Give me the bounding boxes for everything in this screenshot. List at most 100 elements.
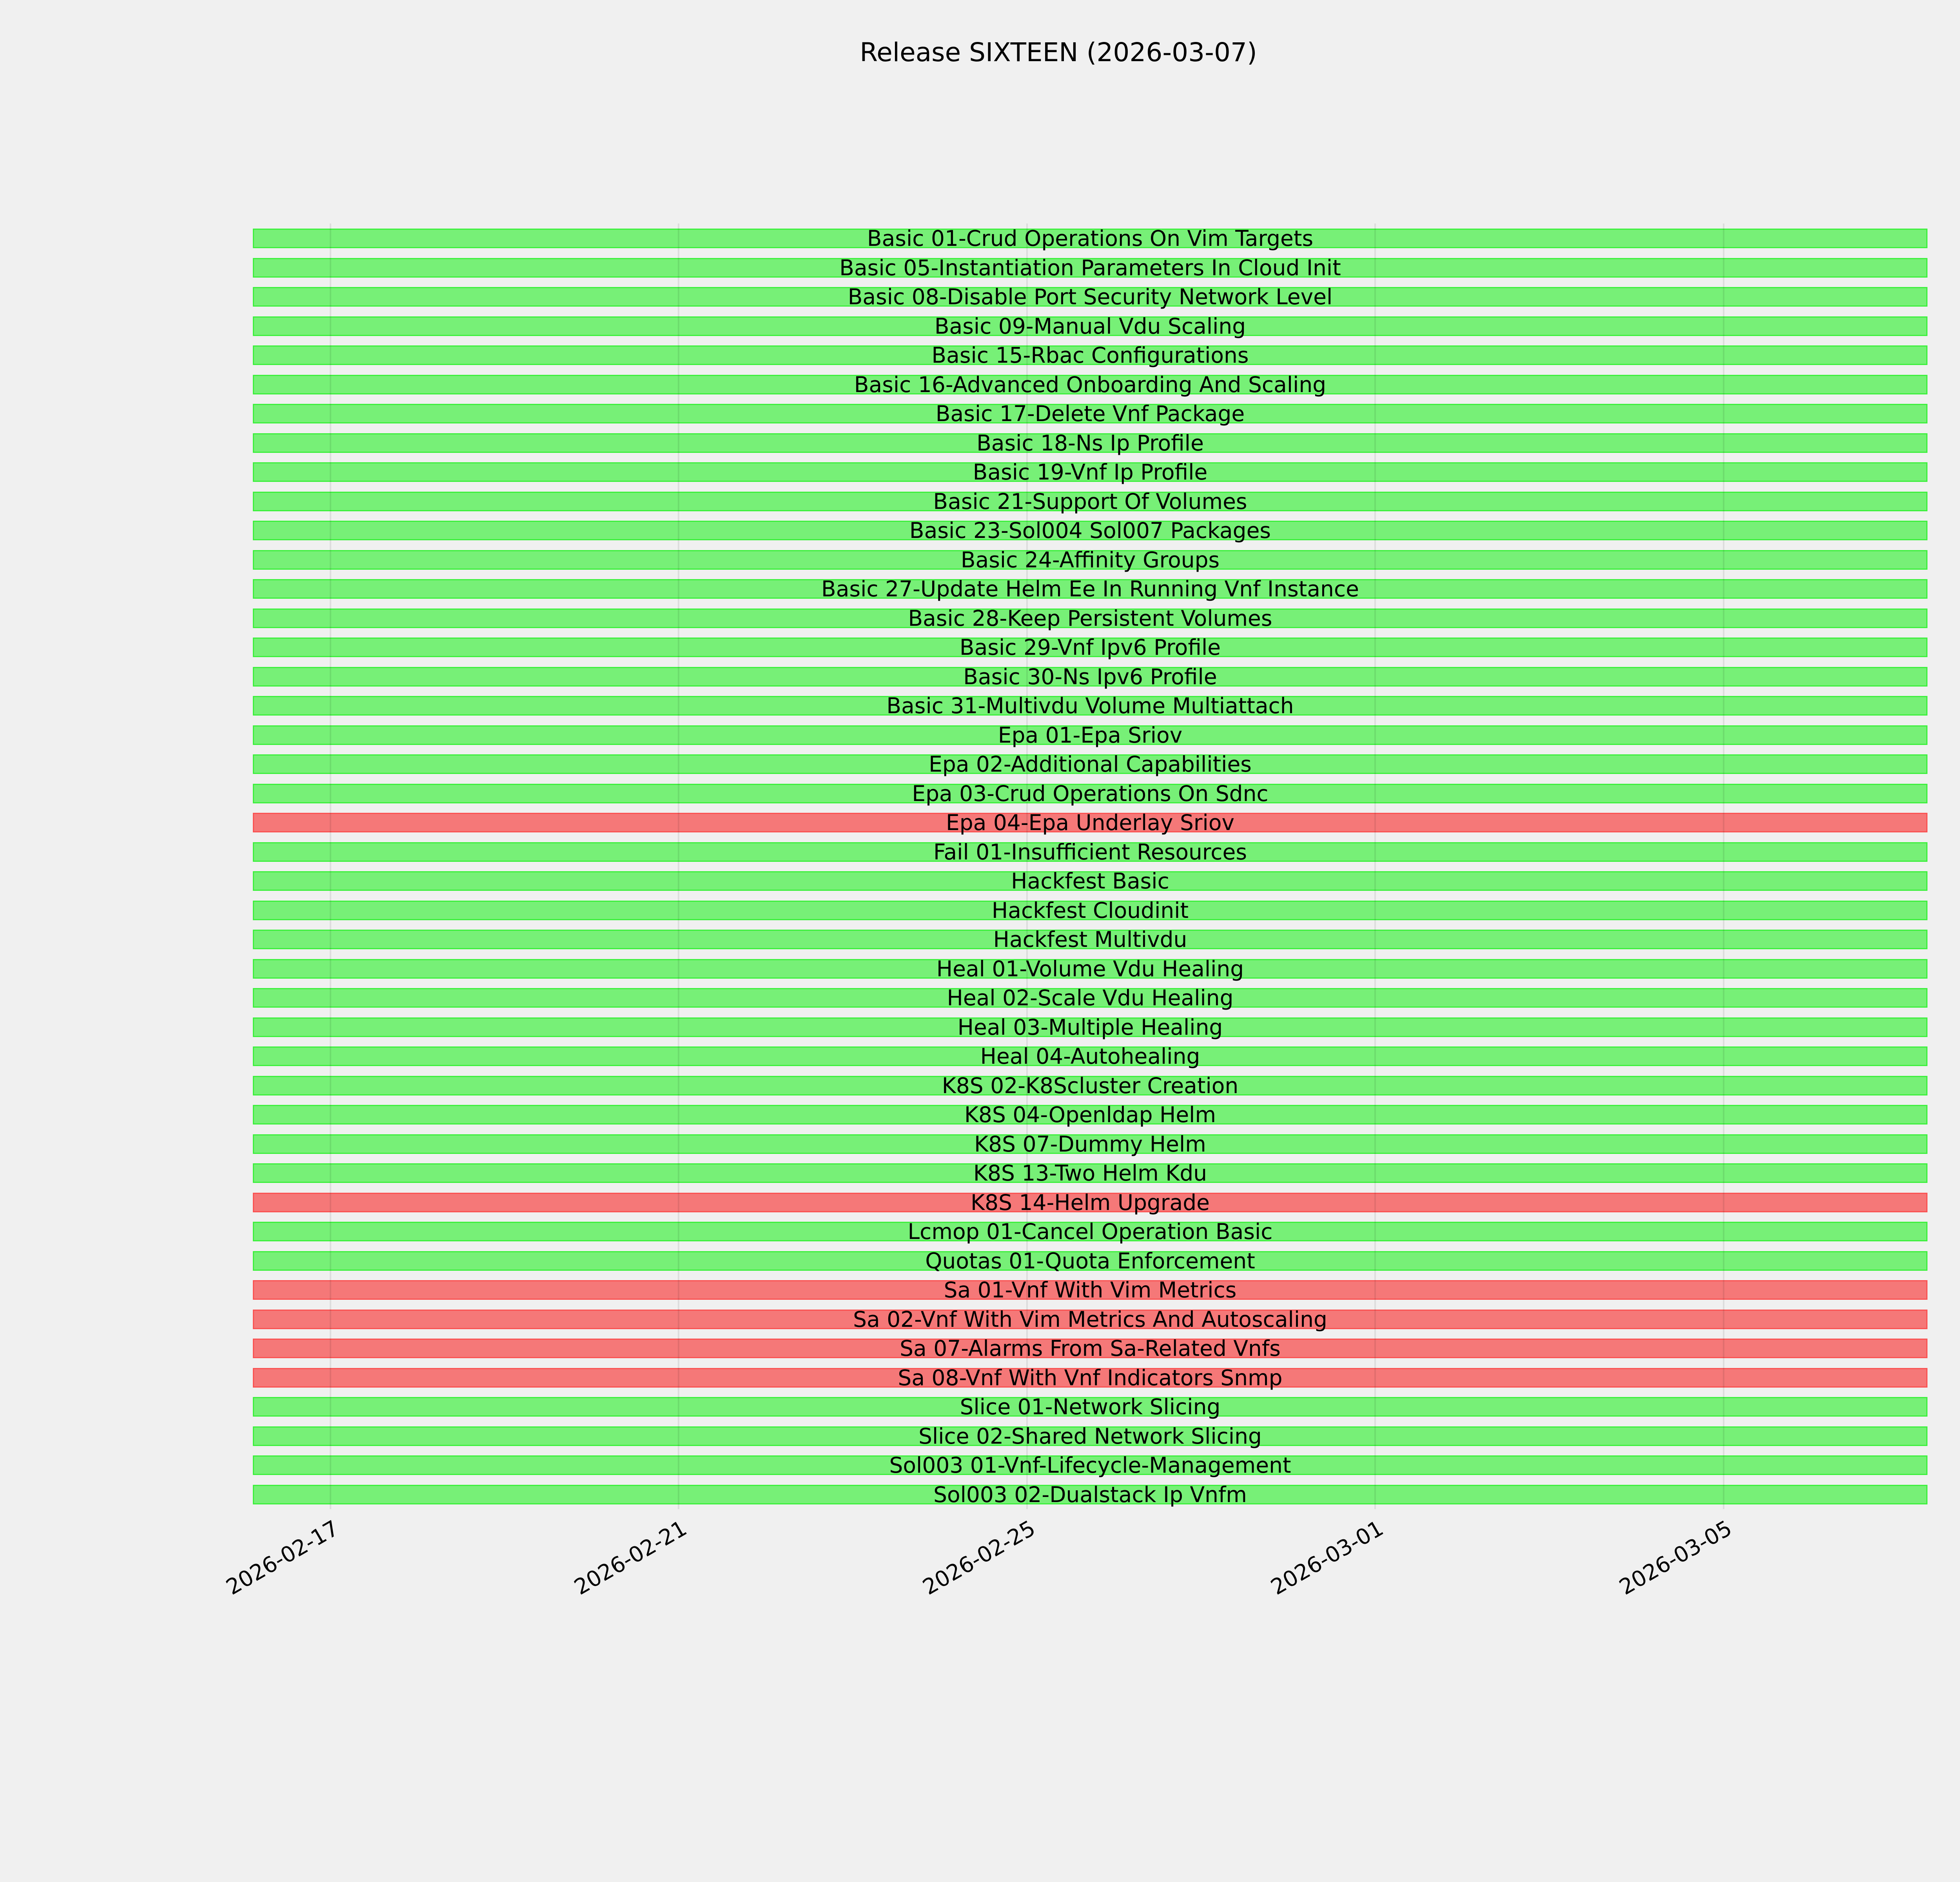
bar-label: Sol003 01-Vnf-Lifecycle-Management (889, 1453, 1291, 1478)
gantt-bar: K8S 04-Openldap Helm (253, 1102, 1927, 1127)
gantt-bar: Hackfest Multivdu (253, 927, 1927, 952)
bar-label: Basic 23-Sol004 Sol007 Packages (909, 518, 1271, 543)
gantt-bar: Heal 02-Scale Vdu Healing (253, 985, 1927, 1010)
bar-label: Sa 02-Vnf With Vim Metrics And Autoscali… (853, 1307, 1327, 1332)
gantt-bar: Quotas 01-Quota Enforcement (253, 1248, 1927, 1273)
bar-label: Basic 15-Rbac Configurations (931, 343, 1249, 368)
gantt-bar: Epa 02-Additional Capabilities (253, 752, 1927, 777)
bar-label: Basic 29-Vnf Ipv6 Profile (959, 635, 1221, 660)
chart-title: Release SIXTEEN (2026-03-07) (860, 37, 1257, 67)
gantt-bar: Basic 15-Rbac Configurations (253, 343, 1927, 368)
bar-label: Hackfest Cloudinit (991, 898, 1189, 923)
bar-label: Basic 17-Delete Vnf Package (935, 401, 1245, 426)
bar-label: Heal 01-Volume Vdu Healing (936, 956, 1244, 981)
bar-label: K8S 02-K8Scluster Creation (942, 1073, 1239, 1098)
bar-label: Basic 16-Advanced Onboarding And Scaling (854, 372, 1327, 397)
gantt-bar: Lcmop 01-Cancel Operation Basic (253, 1219, 1927, 1244)
bar-label: Epa 02-Additional Capabilities (929, 752, 1252, 777)
gridline (1723, 223, 1724, 1509)
gantt-bar: Sa 08-Vnf With Vnf Indicators Snmp (253, 1365, 1927, 1390)
gantt-bar: Basic 05-Instantiation Parameters In Clo… (253, 255, 1927, 280)
bar-label: Basic 21-Support Of Volumes (933, 489, 1247, 514)
bar-label: Epa 04-Epa Underlay Sriov (946, 810, 1235, 835)
bar-label: Slice 02-Shared Network Slicing (918, 1424, 1262, 1449)
gantt-bar: Basic 09-Manual Vdu Scaling (253, 314, 1927, 339)
gridline (678, 223, 679, 1509)
bar-label: Sa 08-Vnf With Vnf Indicators Snmp (898, 1365, 1283, 1390)
bar-label: Basic 18-Ns Ip Profile (976, 431, 1204, 456)
bar-label: Basic 08-Disable Port Security Network L… (848, 284, 1333, 309)
gantt-bar: Basic 31-Multivdu Volume Multiattach (253, 693, 1927, 718)
gantt-bar: Sa 01-Vnf With Vim Metrics (253, 1277, 1927, 1303)
gantt-bar: Heal 03-Multiple Healing (253, 1015, 1927, 1040)
gantt-bar: Epa 03-Crud Operations On Sdnc (253, 781, 1927, 806)
x-tick-label: 2026-02-25 (918, 1515, 1040, 1600)
gantt-bar: Basic 01-Crud Operations On Vim Targets (253, 226, 1927, 251)
bar-label: Basic 30-Ns Ipv6 Profile (963, 664, 1217, 689)
gantt-bar: Basic 28-Keep Persistent Volumes (253, 606, 1927, 631)
gantt-bar: Hackfest Cloudinit (253, 898, 1927, 923)
bar-label: Basic 31-Multivdu Volume Multiattach (886, 693, 1294, 718)
gantt-bar: Sol003 01-Vnf-Lifecycle-Management (253, 1453, 1927, 1478)
bar-label: Lcmop 01-Cancel Operation Basic (907, 1219, 1273, 1244)
bar-label: K8S 07-Dummy Helm (974, 1132, 1206, 1157)
bar-label: Epa 03-Crud Operations On Sdnc (912, 781, 1269, 806)
bar-label: Basic 28-Keep Persistent Volumes (908, 606, 1272, 631)
gantt-bar: Basic 16-Advanced Onboarding And Scaling (253, 372, 1927, 397)
bar-label: Sa 01-Vnf With Vim Metrics (944, 1277, 1237, 1303)
gantt-bar: Fail 01-Insufficient Resources (253, 839, 1927, 865)
gantt-bar: K8S 13-Two Helm Kdu (253, 1161, 1927, 1186)
gantt-bar: Epa 01-Epa Sriov (253, 723, 1927, 748)
gantt-bar: Basic 08-Disable Port Security Network L… (253, 284, 1927, 309)
gantt-bar: Basic 27-Update Helm Ee In Running Vnf I… (253, 576, 1927, 601)
gantt-bar: Heal 04-Autohealing (253, 1044, 1927, 1069)
x-tick-label: 2026-02-21 (570, 1515, 691, 1600)
gantt-bar: Basic 23-Sol004 Sol007 Packages (253, 518, 1927, 543)
gantt-bar: Hackfest Basic (253, 868, 1927, 894)
gridline (1026, 223, 1028, 1509)
gantt-bar: K8S 07-Dummy Helm (253, 1132, 1927, 1157)
bar-label: Fail 01-Insufficient Resources (933, 839, 1247, 865)
gantt-bar: Heal 01-Volume Vdu Healing (253, 956, 1927, 981)
bar-label: Sa 07-Alarms From Sa-Related Vnfs (900, 1336, 1281, 1361)
bar-label: Basic 01-Crud Operations On Vim Targets (867, 226, 1314, 251)
gantt-bar: Basic 17-Delete Vnf Package (253, 401, 1927, 426)
gantt-bar: Sa 02-Vnf With Vim Metrics And Autoscali… (253, 1307, 1927, 1332)
gantt-bar: Sa 07-Alarms From Sa-Related Vnfs (253, 1336, 1927, 1361)
gantt-bar: K8S 02-K8Scluster Creation (253, 1073, 1927, 1098)
bar-label: Slice 01-Network Slicing (960, 1394, 1221, 1419)
bar-label: Hackfest Multivdu (993, 927, 1187, 952)
gantt-bar: Basic 29-Vnf Ipv6 Profile (253, 635, 1927, 660)
bar-label: Basic 09-Manual Vdu Scaling (934, 314, 1246, 339)
x-tick-label: 2026-02-17 (222, 1515, 343, 1600)
bar-label: K8S 04-Openldap Helm (964, 1102, 1216, 1127)
gantt-bar: Basic 18-Ns Ip Profile (253, 431, 1927, 456)
gantt-bar: Sol003 02-Dualstack Ip Vnfm (253, 1482, 1927, 1507)
gantt-bar: Epa 04-Epa Underlay Sriov (253, 810, 1927, 835)
bar-label: Epa 01-Epa Sriov (998, 723, 1183, 748)
bar-label: K8S 13-Two Helm Kdu (973, 1161, 1207, 1186)
bar-label: Basic 19-Vnf Ip Profile (973, 460, 1208, 485)
bar-label: Heal 02-Scale Vdu Healing (947, 985, 1234, 1010)
gantt-bar: Basic 24-Affinity Groups (253, 547, 1927, 572)
gantt-bar: Basic 21-Support Of Volumes (253, 489, 1927, 514)
x-tick-label: 2026-03-01 (1267, 1515, 1388, 1600)
bar-label: Quotas 01-Quota Enforcement (925, 1248, 1255, 1273)
bar-label: K8S 14-Helm Upgrade (971, 1190, 1210, 1215)
bar-label: Heal 04-Autohealing (980, 1044, 1200, 1069)
gantt-bar: Basic 19-Vnf Ip Profile (253, 460, 1927, 485)
gantt-bar: K8S 14-Helm Upgrade (253, 1190, 1927, 1215)
bar-label: Basic 27-Update Helm Ee In Running Vnf I… (821, 576, 1359, 601)
bar-label: Basic 05-Instantiation Parameters In Clo… (839, 255, 1341, 280)
gantt-bar: Basic 30-Ns Ipv6 Profile (253, 664, 1927, 689)
gantt-bar: Slice 02-Shared Network Slicing (253, 1424, 1927, 1449)
bar-label: Sol003 02-Dualstack Ip Vnfm (933, 1482, 1247, 1507)
bar-label: Hackfest Basic (1011, 868, 1169, 894)
gantt-bar: Slice 01-Network Slicing (253, 1394, 1927, 1419)
bar-label: Basic 24-Affinity Groups (960, 547, 1220, 572)
gridline (330, 223, 331, 1509)
bar-label: Heal 03-Multiple Healing (957, 1015, 1223, 1040)
gridline (1374, 223, 1376, 1509)
